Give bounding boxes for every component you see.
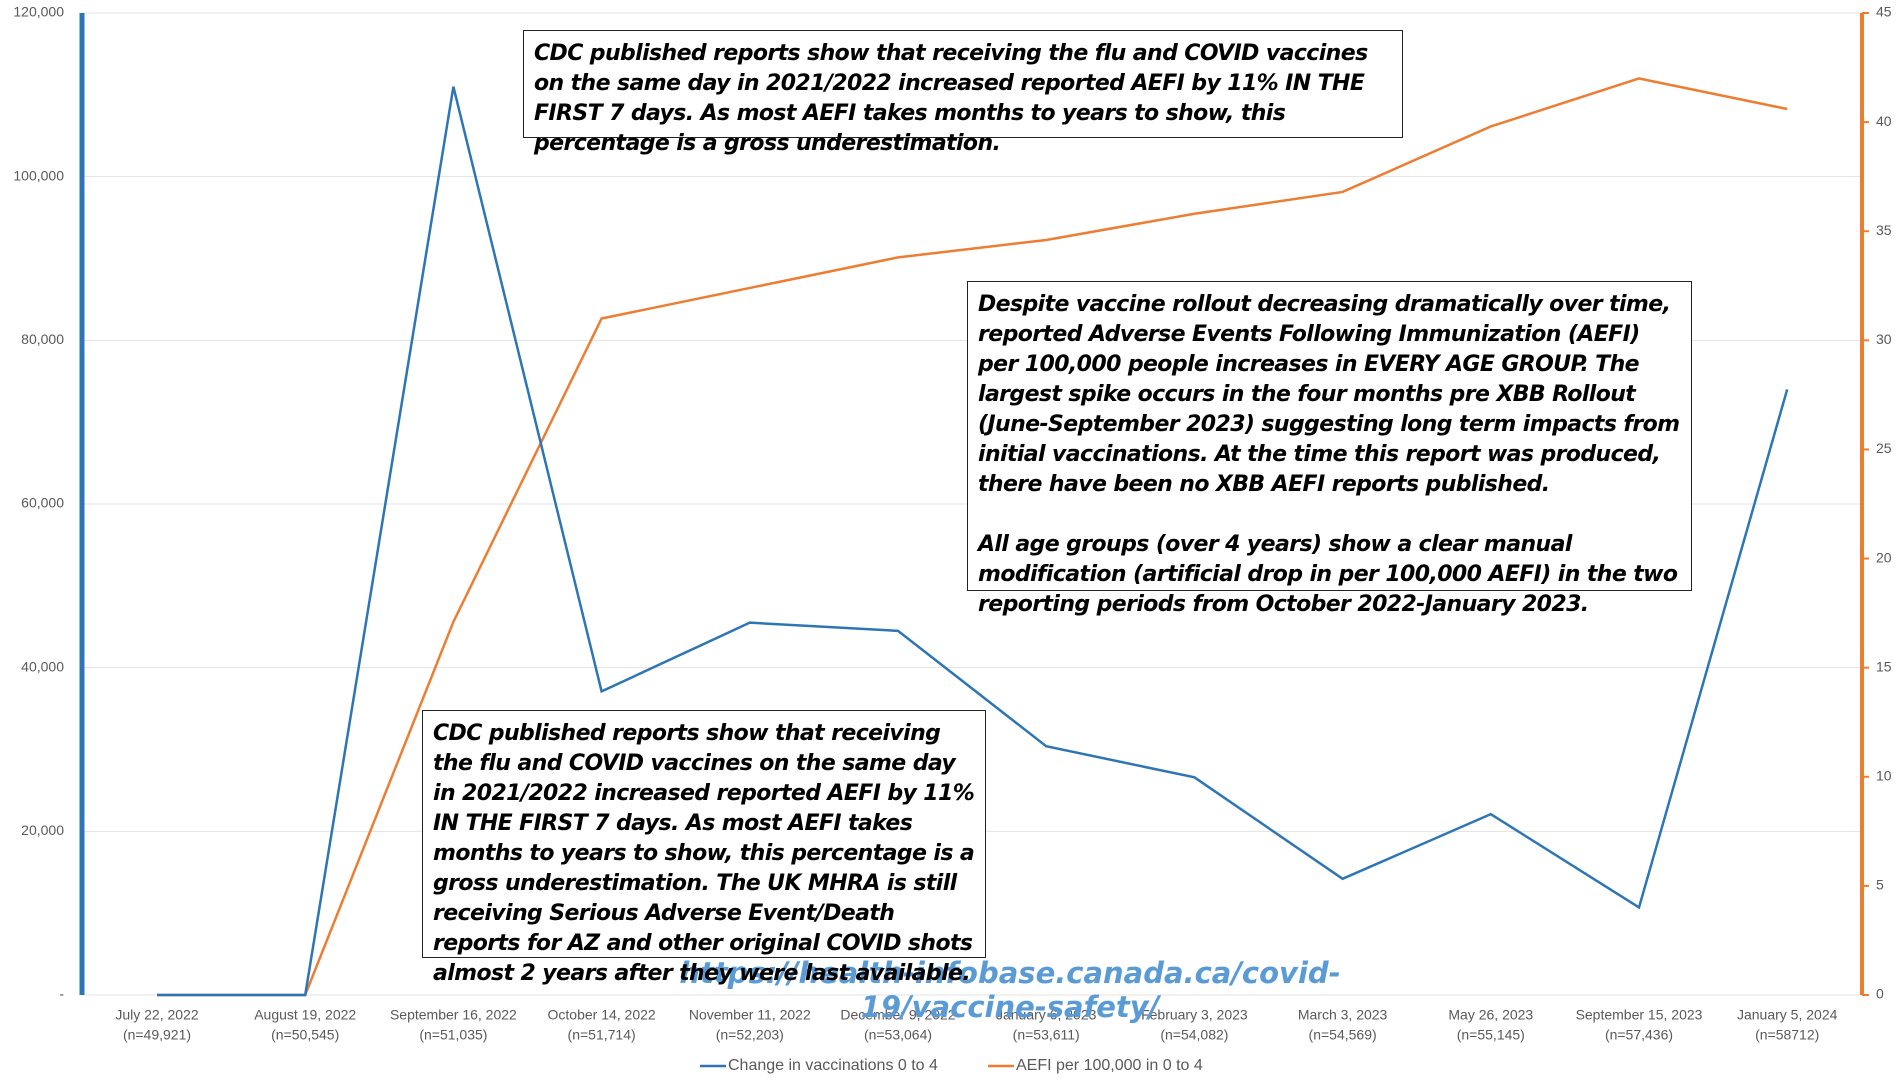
x-tick-count: (n=54,569): [1309, 1027, 1377, 1043]
y-tick-label: 20,000: [21, 822, 64, 838]
x-tick-label: September 16, 2022: [390, 1007, 517, 1023]
x-tick-count: (n=53,064): [864, 1027, 932, 1043]
y2-tick-label: 35: [1876, 222, 1892, 238]
x-tick-count: (n=51,035): [419, 1027, 487, 1043]
legend-label: Change in vaccinations 0 to 4: [728, 1057, 938, 1074]
x-tick-label: August 19, 2022: [254, 1007, 356, 1023]
y2-tick-label: 10: [1876, 767, 1892, 783]
y-tick-label: 40,000: [21, 658, 64, 674]
x-tick-label: December 9, 2022: [840, 1007, 955, 1023]
y2-tick-label: 20: [1876, 549, 1892, 565]
x-tick-count: (n=49,921): [123, 1027, 191, 1043]
y-tick-label: 60,000: [21, 495, 64, 511]
series-line: [157, 77, 1788, 997]
x-tick-label: January 5, 2024: [1737, 1007, 1838, 1023]
y2-tick-label: 45: [1876, 4, 1892, 20]
x-tick-count: (n=53,611): [1013, 1027, 1080, 1043]
annotation-box: CDC published reports show that receivin…: [523, 30, 1403, 156]
y-tick-label: 80,000: [21, 331, 64, 347]
series-line: [157, 86, 1789, 997]
annotation-text: All age groups (over 4 years) show a cle…: [978, 532, 1678, 617]
x-tick-label: July 22, 2022: [115, 1007, 198, 1023]
x-tick-label: March 3, 2023: [1298, 1007, 1388, 1023]
y-tick-label: -: [59, 986, 64, 1002]
y2-tick-label: 30: [1876, 331, 1892, 347]
y2-tick-label: 25: [1876, 440, 1892, 456]
x-tick-label: May 26, 2023: [1448, 1007, 1533, 1023]
x-tick-count: (n=54,082): [1160, 1027, 1228, 1043]
annotation-box: CDC published reports show that receivin…: [422, 710, 986, 986]
legend-label: AEFI per 100,000 in 0 to 4: [1016, 1057, 1203, 1074]
y2-tick-label: 15: [1876, 658, 1892, 674]
y2-tick-label: 5: [1876, 877, 1884, 893]
annotation-box: Despite vaccine rollout decreasing drama…: [967, 281, 1692, 617]
x-tick-count: (n=57,436): [1605, 1027, 1673, 1043]
x-tick-label: November 11, 2022: [689, 1007, 811, 1023]
y-tick-label: 120,000: [13, 4, 64, 20]
x-tick-count: (n=58712): [1755, 1027, 1819, 1043]
source-url: https://health-infobase.canada.ca/covid-…: [679, 956, 1341, 1024]
x-tick-label: October 14, 2022: [548, 1007, 656, 1023]
y2-tick-label: 40: [1876, 113, 1892, 129]
annotation-text: CDC published reports show that receivin…: [534, 41, 1368, 156]
x-tick-label: February 3, 2023: [1141, 1007, 1248, 1023]
x-tick-count: (n=52,203): [716, 1027, 784, 1043]
x-tick-count: (n=50,545): [271, 1027, 339, 1043]
x-tick-count: (n=55,145): [1457, 1027, 1525, 1043]
x-tick-count: (n=51,714): [568, 1027, 636, 1043]
x-tick-label: September 15, 2023: [1576, 1007, 1703, 1023]
y-tick-label: 100,000: [13, 167, 64, 183]
y2-tick-label: 0: [1876, 986, 1884, 1002]
annotation-text: CDC published reports show that receivin…: [433, 721, 975, 986]
x-tick-label: January 6, 2023: [996, 1007, 1097, 1023]
annotation-text: Despite vaccine rollout decreasing drama…: [978, 292, 1680, 497]
